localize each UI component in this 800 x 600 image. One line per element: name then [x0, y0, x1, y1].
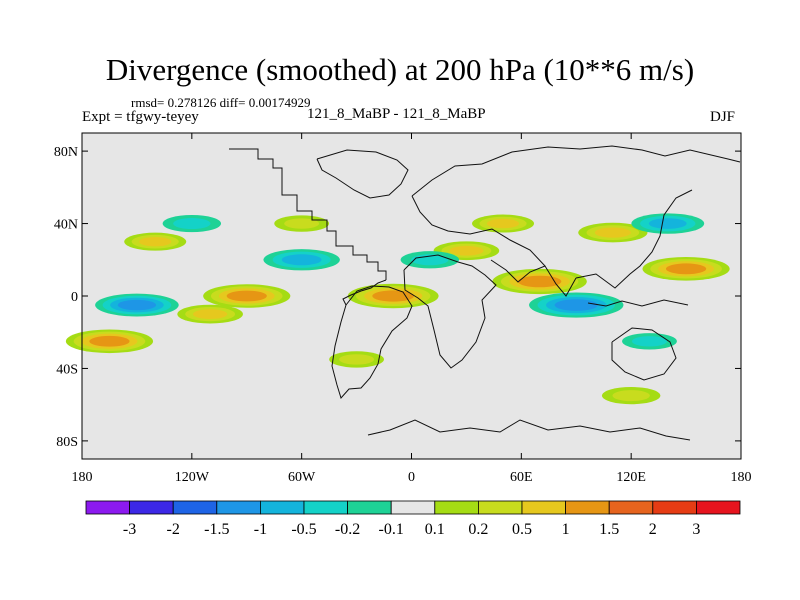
x-tick-label: 120W — [175, 470, 210, 485]
colorbar-swatch — [347, 500, 392, 515]
coastline-central-america — [342, 279, 387, 306]
contour-fill — [193, 309, 228, 320]
divergence-cell — [472, 214, 535, 233]
y-tick-label: 40S — [56, 362, 78, 377]
divergence-cell — [578, 222, 648, 243]
divergence-cell — [642, 257, 730, 281]
stats-line: rmsd= 0.278126 diff= 0.00174929 — [131, 95, 311, 110]
divergence-cell — [529, 292, 624, 318]
coastline-africa — [403, 254, 497, 369]
colorbar-label: 0.5 — [512, 521, 532, 538]
divergence-cell — [601, 387, 661, 405]
contour-fill — [612, 390, 650, 402]
y-axis: 80N 40N 0 40S 80S — [54, 145, 741, 450]
colorbar-label: -0.2 — [335, 521, 360, 538]
contour-fill — [139, 236, 172, 247]
divergence-cell — [347, 283, 439, 309]
colorbar-label: -0.1 — [379, 521, 404, 538]
coastline-europe-asia — [411, 145, 741, 197]
colorbar-swatch — [608, 500, 654, 515]
colorbar: -3 -2 -1.5 -1 -0.5 -0.2 -0.1 0.1 0.2 0.5 1 1.5 2 3 — [85, 500, 741, 538]
y-tick-label: 40N — [54, 218, 78, 233]
contour-fill — [554, 299, 598, 311]
experiment-label: Expt = tfgwy-teyey — [82, 109, 199, 125]
coastline-australia — [611, 327, 677, 381]
contour-fill — [173, 218, 211, 230]
contour-fill — [449, 245, 484, 256]
colorbar-label: 1 — [562, 521, 570, 538]
coastline-north-america — [229, 148, 387, 280]
colorbar-swatch — [652, 500, 697, 515]
contour-fill — [339, 354, 375, 365]
colorbar-swatch — [85, 500, 130, 515]
season-label: DJF — [710, 109, 736, 125]
contour-fill — [631, 336, 667, 347]
colorbar-swatch — [565, 500, 610, 515]
colorbar-swatch — [172, 500, 218, 515]
x-tick-label: 180 — [731, 470, 752, 485]
divergence-cell — [400, 251, 460, 269]
contour-fill — [89, 335, 130, 347]
coastline-southern-europe — [411, 195, 546, 267]
colorbar-swatch — [434, 500, 479, 515]
x-tick-label: 60W — [288, 470, 316, 485]
x-tick-label: 0 — [408, 470, 415, 485]
divergence-cell — [329, 351, 384, 368]
divergence-cell — [95, 293, 179, 317]
divergence-cell — [263, 249, 340, 271]
contour-fill — [594, 227, 631, 238]
contour-fill — [281, 254, 322, 266]
contour-fill — [665, 263, 707, 275]
colorbar-label: 0.1 — [425, 521, 445, 538]
coastline-arabia-india — [490, 259, 577, 297]
divergence-cell — [274, 215, 330, 232]
colorbar-swatch — [216, 500, 261, 515]
divergence-cell — [177, 304, 243, 324]
colorbar-swatch — [129, 500, 174, 515]
colorbar-swatch — [390, 500, 436, 515]
colorbar-label: -2 — [167, 521, 180, 538]
coastline-east-asia — [575, 189, 693, 289]
colorbar-swatch — [696, 500, 741, 515]
contour-fill — [226, 290, 267, 302]
coastline-south-america — [331, 285, 413, 399]
divergence-cell — [162, 214, 222, 233]
colorbar-label: -1.5 — [204, 521, 229, 538]
divergence-cell — [65, 329, 154, 354]
colorbar-label: -0.5 — [291, 521, 316, 538]
divergence-cell — [203, 284, 291, 308]
divergence-cell — [124, 232, 187, 251]
contour-fill — [284, 218, 320, 229]
contour-fill — [648, 218, 687, 229]
coastline-antarctica — [367, 419, 691, 441]
colorbar-label: 1.5 — [599, 521, 619, 538]
x-tick-label: 180 — [72, 470, 93, 485]
colorbar-label: -1 — [254, 521, 267, 538]
chart-title: Divergence (smoothed) at 200 hPa (10**6 … — [105, 52, 695, 87]
colorbar-label: 2 — [649, 521, 657, 538]
x-tick-label: 120E — [616, 470, 646, 485]
colorbar-label: 3 — [692, 521, 700, 538]
y-tick-label: 80S — [56, 435, 78, 450]
colorbar-label: -3 — [123, 521, 136, 538]
x-axis: 180 120W 60W 0 60E 120E 180 — [72, 133, 752, 485]
y-tick-label: 0 — [71, 290, 78, 305]
x-tick-label: 60E — [510, 470, 533, 485]
contour-fill — [117, 299, 157, 311]
contour-fill — [486, 218, 520, 229]
colorbar-label: 0.2 — [468, 521, 488, 538]
divergence-field — [65, 213, 730, 405]
contour-fill — [517, 275, 562, 288]
divergence-cell — [631, 213, 705, 234]
y-tick-label: 80N — [54, 145, 78, 160]
case-label: 121_8_MaBP - 121_8_MaBP — [307, 106, 486, 122]
divergence-cell — [492, 268, 587, 295]
colorbar-swatch — [521, 500, 566, 515]
coastline-greenland — [316, 149, 409, 199]
coastline-indonesia — [587, 299, 689, 307]
colorbar-swatch — [303, 500, 348, 515]
colorbar-swatch — [259, 500, 305, 515]
colorbar-swatch — [477, 500, 523, 515]
